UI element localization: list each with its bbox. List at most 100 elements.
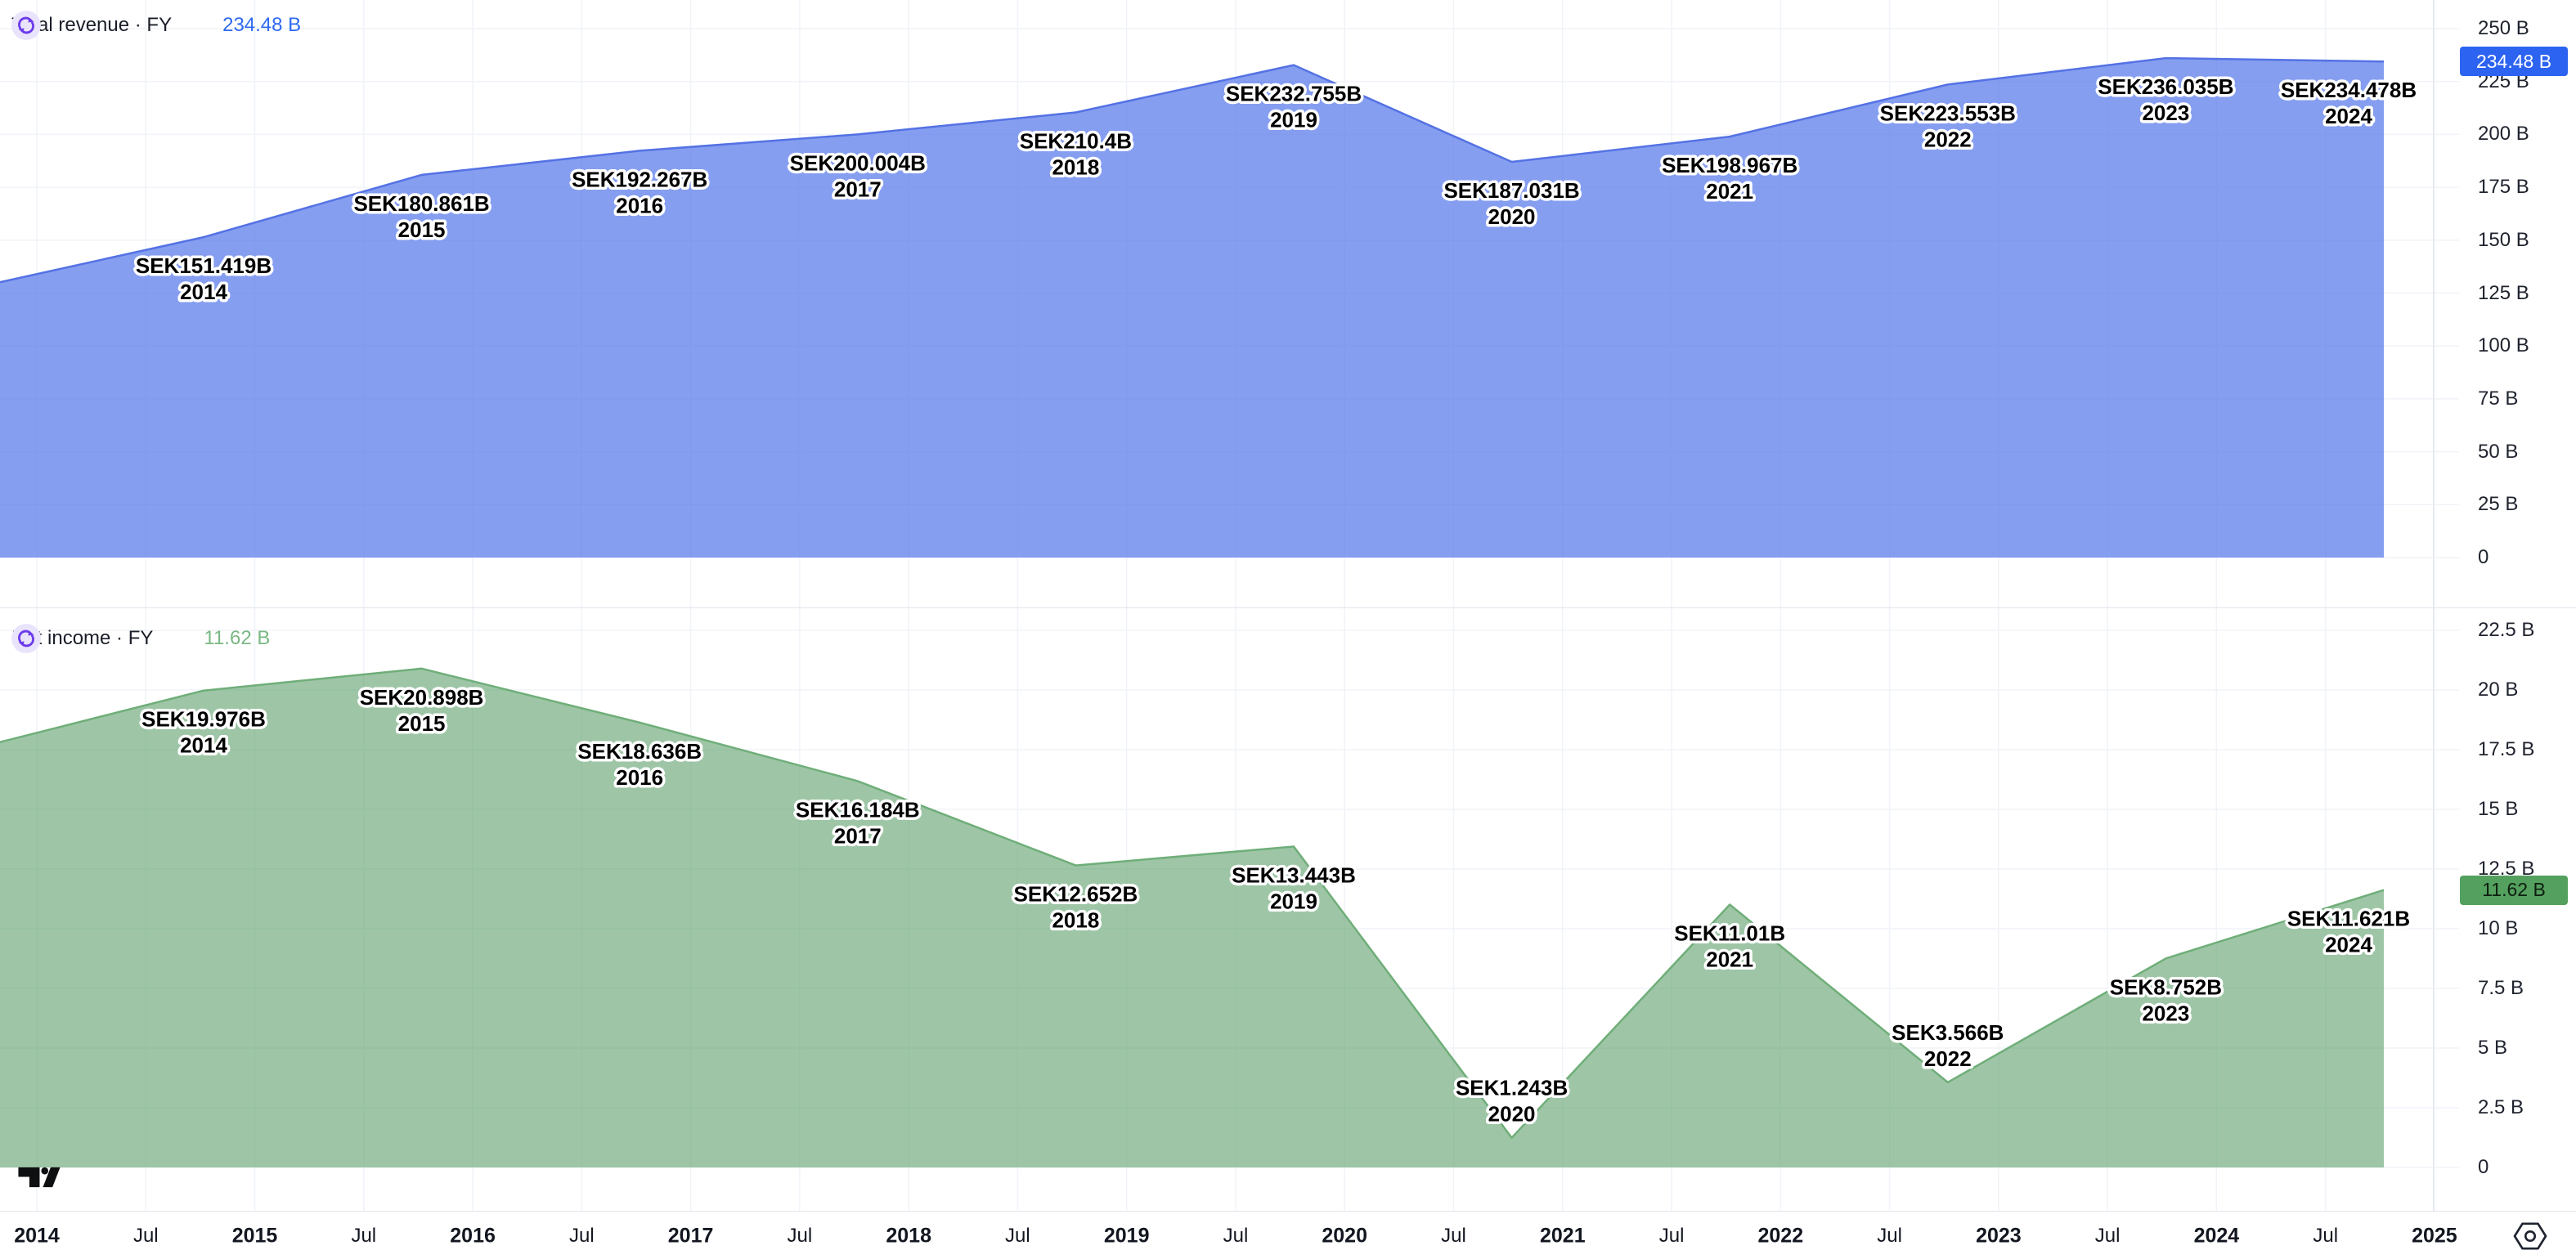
point-value-label: SEK223.553B [1880, 101, 2016, 125]
point-year-label: 2024 [2325, 104, 2372, 128]
time-tick-month: Jul [132, 1224, 159, 1247]
series-line [0, 56, 2385, 284]
time-tick-year: 2019 [1103, 1224, 1150, 1247]
time-tick-year: 2023 [1976, 1224, 2022, 1247]
point-year-label: 2021 [1706, 948, 1753, 972]
time-tick-year: 2014 [14, 1224, 60, 1247]
point-value-label: SEK19.976B [141, 707, 266, 732]
time-tick-month: Jul [787, 1224, 813, 1247]
point-value-label: SEK12.652B [1014, 882, 1138, 907]
tradingview-logo[interactable] [18, 1167, 61, 1192]
revenue-legend-value: 234.48 B [222, 14, 302, 36]
net-income-last-value-badge: 11.62 B [2460, 875, 2568, 905]
price-tick-label: 15 B [2478, 798, 2519, 820]
revenue-last-value-badge: 234.48 B [2460, 47, 2568, 77]
point-year-label: 2021 [1706, 179, 1753, 204]
point-year-label: 2022 [1924, 1046, 1972, 1071]
price-tick-label: 5 B [2478, 1037, 2508, 1059]
time-tick-year: 2024 [2193, 1224, 2240, 1247]
price-scale-settings-icon[interactable] [2512, 1221, 2548, 1252]
price-tick-label: 2.5 B [2478, 1096, 2524, 1118]
price-tick-label: 10 B [2478, 917, 2519, 939]
point-year-label: 2015 [398, 711, 446, 736]
price-tick-label: 25 B [2478, 493, 2519, 516]
point-value-label: SEK187.031B [1443, 178, 1579, 203]
point-value-label: SEK11.01B [1674, 921, 1785, 946]
point-year-label: 2014 [180, 280, 227, 304]
point-year-label: 2023 [2142, 101, 2189, 125]
price-tick-label: 75 B [2478, 387, 2519, 410]
point-value-label: SEK151.419B [136, 253, 272, 278]
point-year-label: 2019 [1270, 108, 1317, 132]
price-tick-label: 175 B [2478, 176, 2529, 199]
price-tick-label: 7.5 B [2478, 977, 2524, 999]
net-income-area-fill [0, 668, 2384, 1167]
time-tick-month: Jul [1223, 1224, 1249, 1247]
time-tick-year: 2020 [1322, 1224, 1367, 1247]
revenue-area-fill [0, 58, 2384, 558]
time-tick-month: Jul [2313, 1224, 2339, 1247]
price-tick-label: 0 [2478, 1156, 2489, 1178]
point-year-label: 2017 [834, 823, 882, 848]
refresh-cycle-icon[interactable] [11, 624, 193, 653]
price-tick-label: 22.5 B [2478, 619, 2535, 641]
point-value-label: SEK198.967B [1662, 153, 1797, 177]
series-line [0, 667, 2385, 1139]
time-tick-month: Jul [1005, 1224, 1030, 1247]
price-tick-label: 100 B [2478, 334, 2529, 357]
point-value-label: SEK234.478B [2281, 78, 2417, 102]
price-tick-label: 150 B [2478, 228, 2529, 251]
net-income-area-chart[interactable]: SEK19.976B2014SEK20.898B2015SEK18.636B20… [0, 608, 2576, 1211]
point-value-label: SEK210.4B [1020, 128, 1132, 153]
point-year-label: 2020 [1488, 1102, 1536, 1127]
net-income-legend-value: 11.62 B [204, 627, 271, 649]
time-tick-month: Jul [569, 1224, 595, 1247]
point-year-label: 2016 [616, 193, 663, 217]
net-income-legend: Net income · FY 11.62 B [11, 624, 270, 653]
point-year-label: 2014 [180, 733, 227, 758]
price-tick-label: 50 B [2478, 440, 2519, 463]
price-tick-label: 20 B [2478, 679, 2519, 701]
time-tick-year: 2022 [1757, 1224, 1804, 1247]
point-value-label: SEK13.443B [1232, 862, 1356, 887]
point-value-label: SEK11.621B [2287, 907, 2410, 931]
point-year-label: 2024 [2325, 933, 2372, 957]
time-tick-month: Jul [351, 1224, 377, 1247]
point-value-label: SEK200.004B [790, 150, 926, 175]
point-value-label: SEK192.267B [572, 167, 707, 191]
point-value-label: SEK8.752B [2110, 974, 2222, 999]
revenue-pane[interactable]: SEK151.419B 2014 SEK180.861B 2015 SEK192.267… [0, 0, 2576, 607]
time-tick-year: 2018 [886, 1224, 931, 1247]
time-tick-month: Jul [2094, 1224, 2120, 1247]
time-tick-month: Jul [1441, 1224, 1466, 1247]
point-year-label: 2022 [1924, 127, 1972, 151]
point-value-label: SEK180.861B [353, 191, 489, 216]
price-scale-separator[interactable] [2433, 0, 2434, 1259]
point-year-label: 2015 [398, 217, 446, 242]
price-tick-label: 0 [2478, 546, 2489, 568]
point-value-label: SEK1.243B [1456, 1076, 1568, 1100]
point-value-label: SEK3.566B [1892, 1020, 2004, 1045]
time-axis[interactable]: 2014 Jul 2015 Jul 2016 Jul 2017 Jul 2018 Jul 2019 J… [0, 1211, 2576, 1259]
pane-divider[interactable] [0, 607, 2576, 608]
price-tick-label: 125 B [2478, 281, 2529, 304]
point-year-label: 2017 [834, 177, 882, 201]
point-year-label: 2020 [1488, 204, 1536, 229]
point-value-label: SEK16.184B [796, 797, 920, 822]
point-value-label: SEK232.755B [1226, 82, 1362, 106]
revenue-legend: Total revenue · FY 234.48 B [11, 11, 301, 40]
price-tick-label: 250 B [2478, 17, 2529, 39]
time-tick-year: 2025 [2412, 1224, 2457, 1247]
point-year-label: 2016 [616, 765, 663, 790]
refresh-cycle-icon[interactable] [11, 11, 212, 40]
point-year-label: 2018 [1052, 155, 1099, 179]
time-tick-year: 2016 [450, 1224, 496, 1247]
point-value-label: SEK20.898B [360, 685, 484, 710]
point-value-label: SEK18.636B [577, 739, 702, 764]
price-tick-label: 200 B [2478, 123, 2529, 146]
net-income-pane[interactable]: SEK19.976B 2014 SEK20.898B 2015 SEK18.636B 20… [0, 608, 2576, 1211]
time-tick-month: Jul [1658, 1224, 1685, 1247]
point-year-label: 2023 [2142, 1001, 2189, 1025]
